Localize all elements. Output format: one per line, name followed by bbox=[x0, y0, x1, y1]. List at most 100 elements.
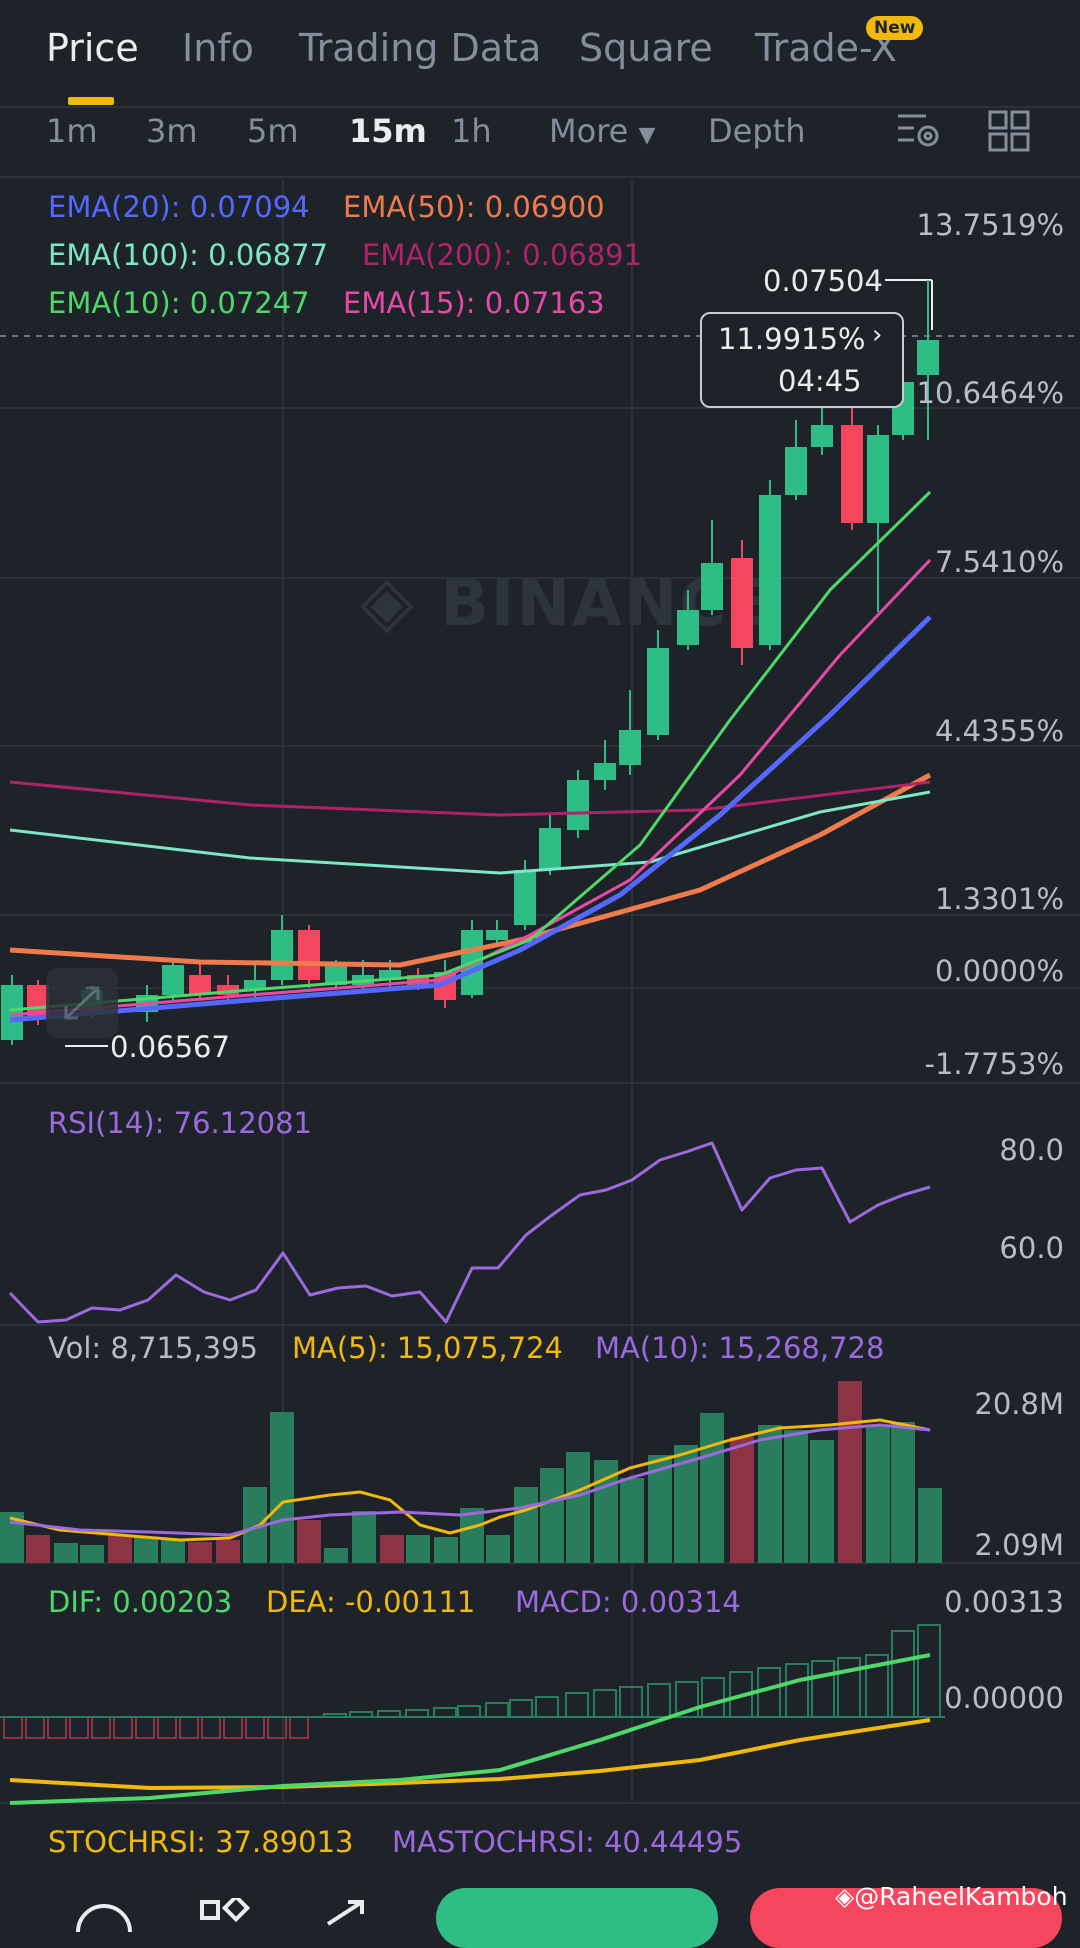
caret-down-icon: ▼ bbox=[638, 123, 656, 148]
expand-chart-button[interactable] bbox=[46, 968, 118, 1038]
tab-info[interactable]: Info bbox=[182, 26, 254, 70]
volume-bar bbox=[380, 1535, 404, 1563]
macd-axis-label: 0.00000 bbox=[944, 1681, 1064, 1715]
depth-tab[interactable]: Depth bbox=[708, 112, 806, 150]
macd-histogram-bar bbox=[433, 1707, 457, 1718]
macd-axis-label: 0.00313 bbox=[944, 1585, 1064, 1619]
rsi-axis-label: 60.0 bbox=[999, 1231, 1064, 1265]
expand-icon bbox=[64, 986, 100, 1020]
price-axis-label: 1.3301% bbox=[934, 882, 1064, 916]
interval-5m[interactable]: 5m bbox=[247, 112, 299, 150]
price-axis-label: -1.7753% bbox=[924, 1047, 1065, 1081]
ema20-line bbox=[9, 615, 932, 1023]
interval-15m[interactable]: 15m bbox=[349, 112, 427, 150]
volume-bar bbox=[758, 1425, 782, 1563]
volume-bar bbox=[700, 1413, 724, 1563]
macd-value-legend: MACD: 0.00314 bbox=[515, 1585, 741, 1619]
macd-histogram-bar bbox=[535, 1696, 559, 1718]
volume-bar bbox=[54, 1543, 78, 1563]
layout-grid-icon[interactable] bbox=[988, 110, 1032, 154]
interval-3m[interactable]: 3m bbox=[146, 112, 198, 150]
candle-body bbox=[811, 425, 833, 447]
volume-bar bbox=[188, 1542, 212, 1563]
candle-body bbox=[731, 558, 753, 648]
ema100-legend: EMA(100): 0.06877 bbox=[48, 238, 329, 272]
candle-body bbox=[379, 970, 401, 980]
volume-legend: Vol: 8,715,395 bbox=[48, 1331, 258, 1365]
macd-histogram-bar bbox=[25, 1716, 45, 1739]
volume-bar bbox=[216, 1540, 240, 1563]
volume-bar bbox=[866, 1425, 890, 1563]
tooltip-percent: 11.9915% bbox=[718, 322, 866, 356]
candle-body bbox=[917, 340, 939, 375]
more-label: More bbox=[549, 112, 629, 150]
macd-histogram-bar bbox=[837, 1657, 861, 1718]
macd-histogram-bar bbox=[157, 1716, 177, 1739]
candle-body bbox=[867, 435, 889, 523]
candle-body bbox=[244, 980, 266, 990]
candle-body bbox=[701, 563, 723, 610]
macd-histogram-bar bbox=[289, 1716, 309, 1739]
volume-bar bbox=[784, 1430, 808, 1563]
candle-body bbox=[486, 930, 508, 940]
volume-bar bbox=[620, 1478, 644, 1563]
tab-square[interactable]: Square bbox=[579, 26, 713, 70]
macd-dif-line bbox=[9, 1653, 931, 1805]
candle-body bbox=[1, 985, 23, 1040]
buy-button[interactable] bbox=[436, 1888, 718, 1948]
macd-histogram-bar bbox=[917, 1624, 941, 1718]
macd-histogram-bar bbox=[135, 1716, 155, 1739]
macd-histogram-bar bbox=[47, 1716, 67, 1739]
macd-histogram-bar bbox=[223, 1716, 243, 1739]
candle-body bbox=[567, 780, 589, 830]
macd-histogram-bar bbox=[457, 1705, 481, 1718]
chat-icon[interactable] bbox=[74, 1892, 134, 1932]
share-icon[interactable] bbox=[318, 1898, 378, 1928]
price-change-tooltip[interactable]: 11.9915% › 04:45 bbox=[700, 312, 904, 408]
interval-1m[interactable]: 1m bbox=[46, 112, 98, 150]
ema100-line bbox=[9, 790, 931, 875]
credit-watermark: ◈@RaheelKamboh bbox=[835, 1882, 1068, 1911]
chevron-right-icon: › bbox=[872, 320, 883, 350]
macd-histogram-bar bbox=[91, 1716, 111, 1739]
rsi-legend: RSI(14): 76.12081 bbox=[48, 1106, 313, 1140]
candle-body bbox=[407, 975, 429, 985]
macd-histogram-bar bbox=[593, 1689, 617, 1718]
ema20-legend: EMA(20): 0.07094 bbox=[48, 190, 310, 224]
macd-dea-legend: DEA: -0.00111 bbox=[266, 1585, 476, 1619]
interval-1h[interactable]: 1h bbox=[451, 112, 492, 150]
candle-body bbox=[271, 930, 293, 980]
candle-body bbox=[162, 965, 184, 995]
new-badge: New bbox=[866, 16, 924, 40]
credit-text: @RaheelKamboh bbox=[854, 1882, 1068, 1911]
divider bbox=[0, 106, 1080, 108]
candle-body bbox=[189, 975, 211, 995]
ema10-line bbox=[9, 490, 932, 1012]
volume-ma5-legend: MA(5): 15,075,724 bbox=[292, 1331, 563, 1365]
ema200-legend: EMA(200): 0.06891 bbox=[362, 238, 643, 272]
volume-bar bbox=[297, 1520, 321, 1563]
chart-settings-icon[interactable] bbox=[896, 110, 940, 150]
rsi-line bbox=[8, 1141, 931, 1324]
macd-histogram-bar bbox=[485, 1702, 509, 1718]
apps-icon[interactable] bbox=[198, 1898, 258, 1928]
macd-dea-line bbox=[9, 1718, 931, 1790]
high-price-label: 0.07504 bbox=[763, 264, 883, 298]
ema50-legend: EMA(50): 0.06900 bbox=[343, 190, 605, 224]
candle-body bbox=[841, 425, 863, 523]
tab-trading-data[interactable]: Trading Data bbox=[299, 26, 542, 70]
stochrsi-legend: STOCHRSI: 37.89013 bbox=[48, 1825, 354, 1859]
interval-more[interactable]: More ▼ bbox=[549, 112, 655, 150]
tab-price[interactable]: Price bbox=[46, 26, 139, 70]
volume-bar bbox=[434, 1537, 458, 1563]
volume-bar bbox=[270, 1412, 294, 1563]
volume-bar bbox=[918, 1488, 942, 1563]
volume-bar bbox=[80, 1545, 104, 1563]
macd-histogram-bar bbox=[245, 1716, 265, 1739]
binance-logo-icon: ◈ bbox=[835, 1882, 855, 1911]
macd-histogram-bar bbox=[405, 1709, 429, 1718]
volume-bar bbox=[161, 1540, 185, 1563]
candle-body bbox=[325, 965, 347, 985]
volume-bar bbox=[810, 1440, 834, 1563]
